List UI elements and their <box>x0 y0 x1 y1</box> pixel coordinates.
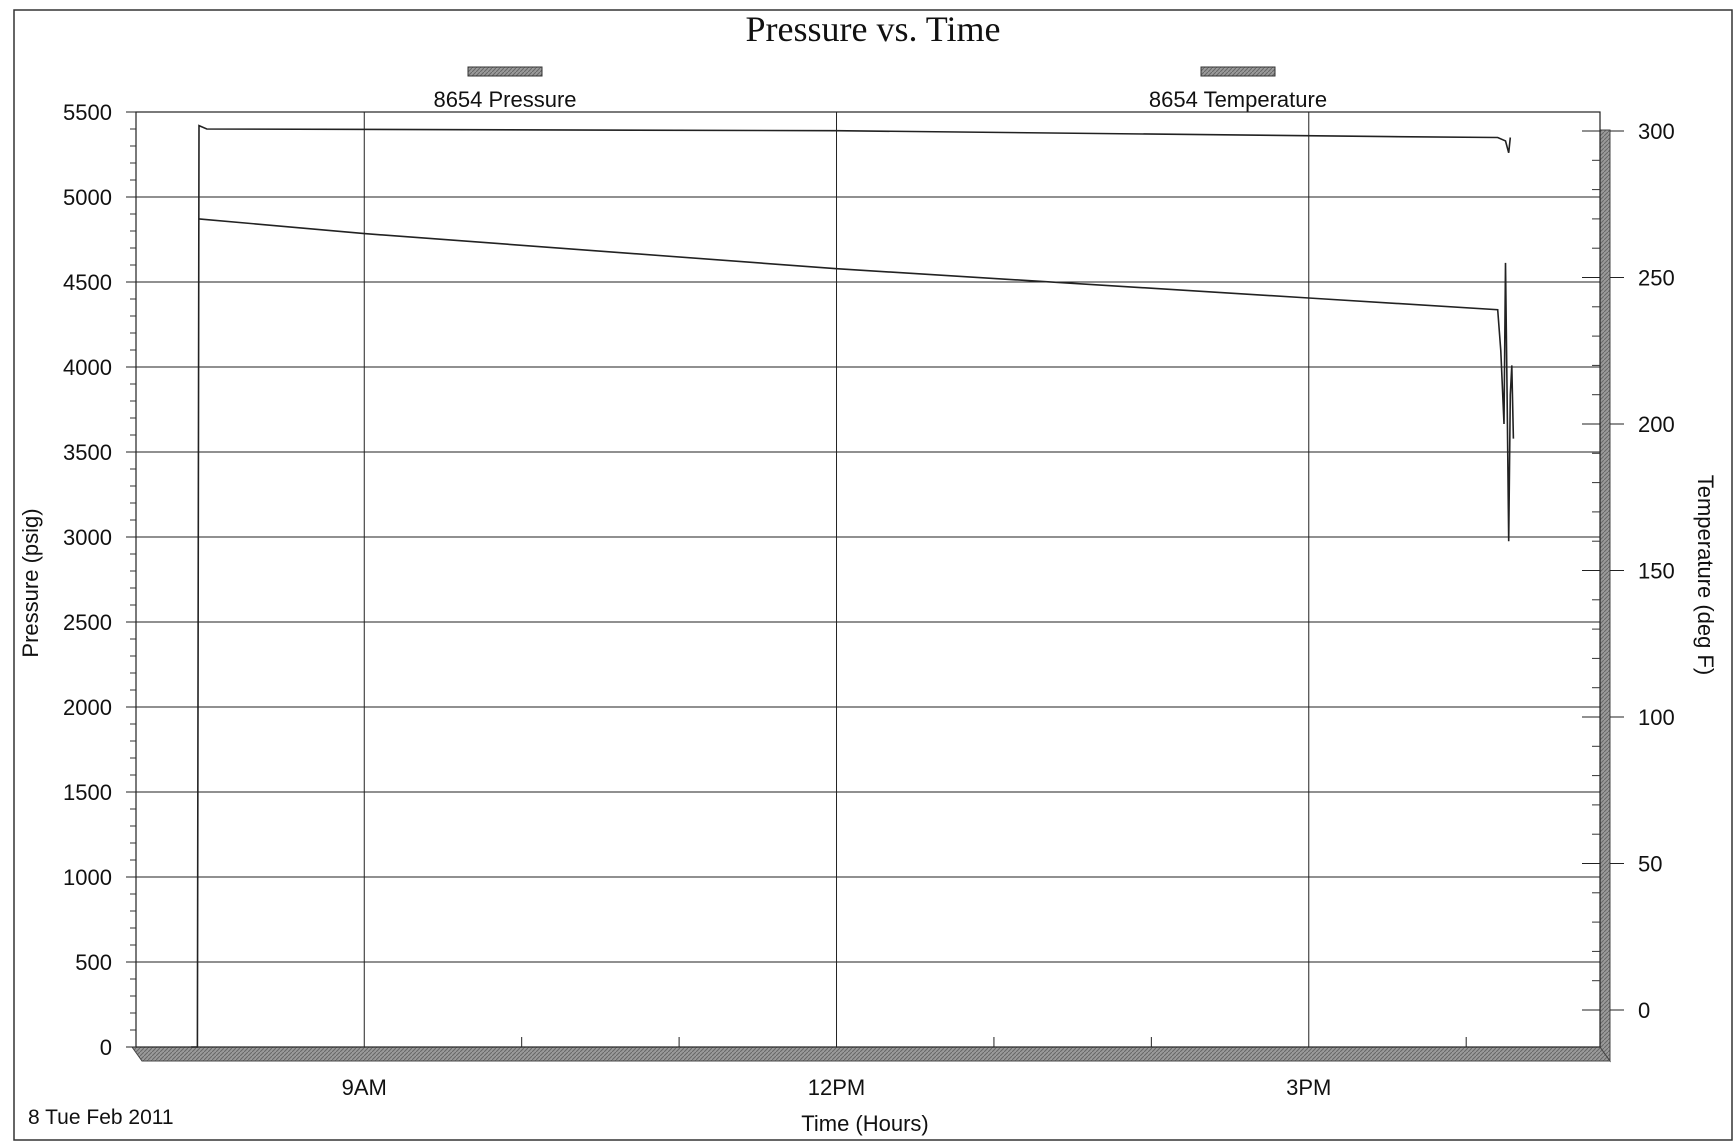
y-axis-label: Pressure (psig) <box>18 508 43 657</box>
y-tick-label: 1000 <box>63 865 112 890</box>
legend-label: 8654 Temperature <box>1149 87 1327 112</box>
y-tick-label: 5000 <box>63 185 112 210</box>
y2-tick-label: 100 <box>1638 705 1675 730</box>
legend-swatch <box>467 66 543 77</box>
date-label: 8 Tue Feb 2011 <box>28 1106 174 1129</box>
y2-tick-label: 150 <box>1638 559 1675 584</box>
legend-label: 8654 Pressure <box>433 87 576 112</box>
pressure-series-line <box>191 124 1512 1048</box>
y-tick-label: 5500 <box>63 100 112 125</box>
y2-tick-label: 200 <box>1638 412 1675 437</box>
y-tick-label: 0 <box>100 1035 112 1060</box>
y-tick-label: 3000 <box>63 525 112 550</box>
temperature-series-line <box>198 218 1515 542</box>
y-tick-label: 3500 <box>63 440 112 465</box>
chart-title: Pressure vs. Time <box>745 9 1000 49</box>
axis-floor <box>131 1046 1611 1062</box>
y2-tick-label: 250 <box>1638 266 1675 291</box>
y-tick-label: 4000 <box>63 355 112 380</box>
axis-right-wall <box>1599 129 1611 1063</box>
x-axis-label: Time (Hours) <box>801 1111 929 1136</box>
y2-tick-label: 300 <box>1638 119 1675 144</box>
y-tick-label: 500 <box>75 950 112 975</box>
y2-tick-label: 50 <box>1638 852 1662 877</box>
y-tick-label: 4500 <box>63 270 112 295</box>
plot-area: 0500100015002000250030003500400045005000… <box>63 66 1675 1100</box>
x-tick-label: 9AM <box>342 1075 387 1100</box>
y-tick-label: 2000 <box>63 695 112 720</box>
x-tick-label: 12PM <box>808 1075 865 1100</box>
y2-axis-label: Temperature (deg F) <box>1693 475 1718 676</box>
y-tick-label: 1500 <box>63 780 112 805</box>
y2-tick-label: 0 <box>1638 998 1650 1023</box>
y-tick-label: 2500 <box>63 610 112 635</box>
x-tick-label: 3PM <box>1286 1075 1331 1100</box>
outer-border <box>13 9 1733 1141</box>
legend-swatch <box>1200 66 1276 77</box>
